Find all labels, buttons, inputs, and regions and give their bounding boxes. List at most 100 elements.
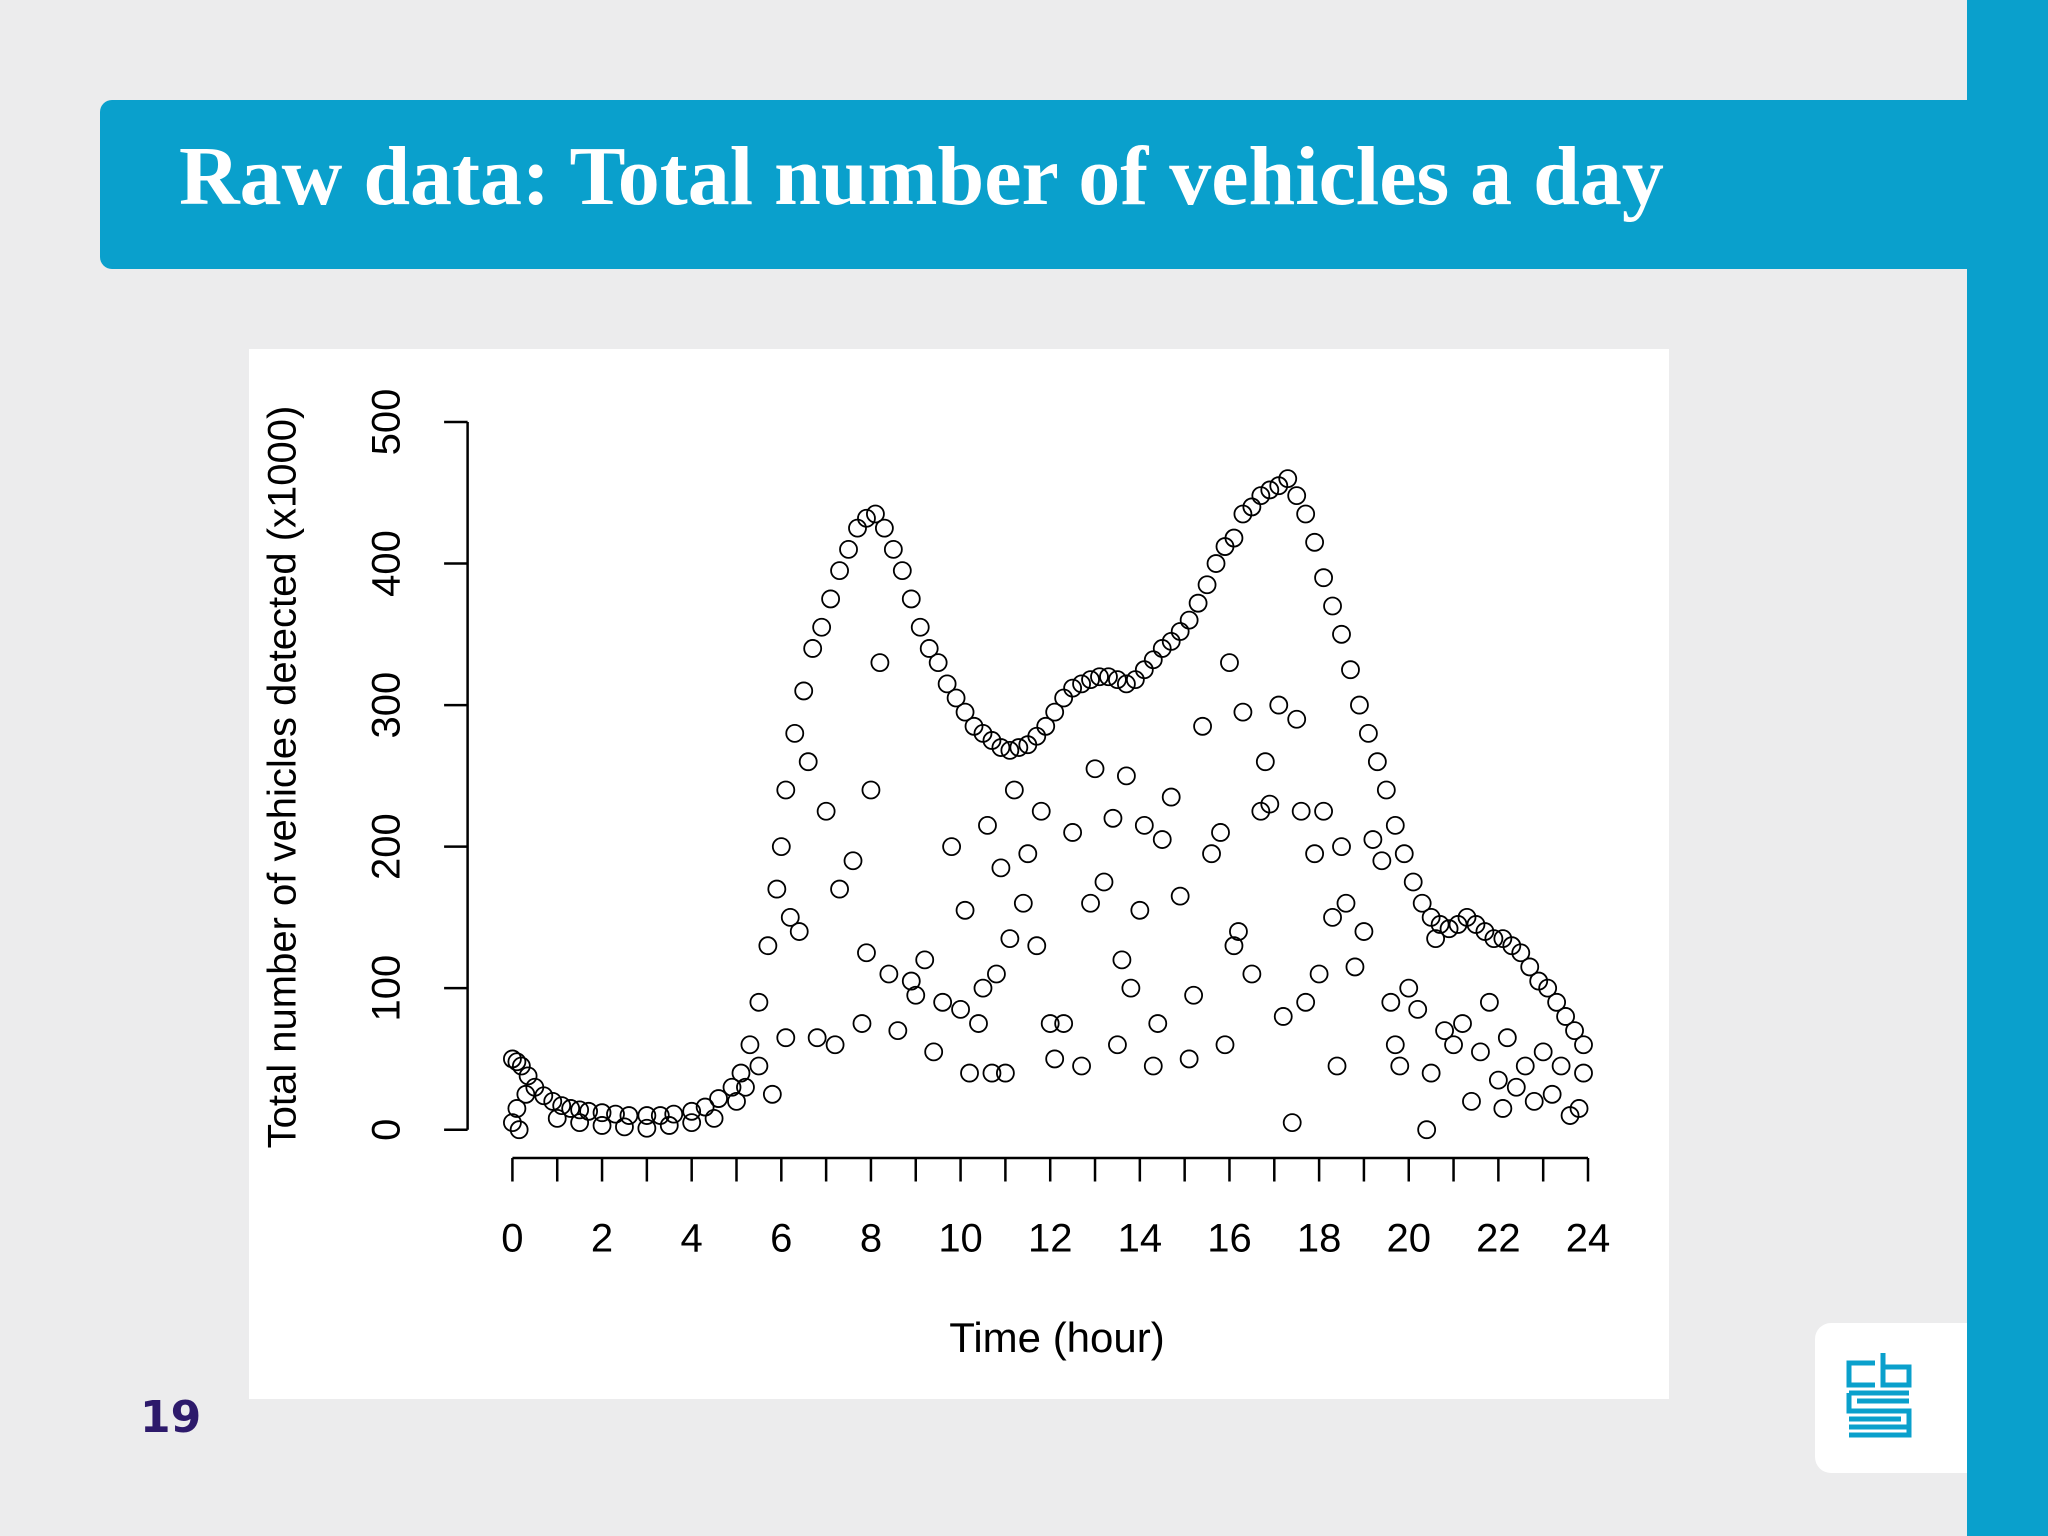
point xyxy=(982,1063,1002,1083)
point xyxy=(942,837,962,857)
point xyxy=(1112,950,1132,970)
x-tick-label: 0 xyxy=(501,1217,523,1261)
point xyxy=(507,1052,527,1072)
x-tick-label: 8 xyxy=(860,1217,882,1261)
point xyxy=(1363,830,1383,849)
point xyxy=(1484,929,1504,949)
x-tick-label: 16 xyxy=(1207,1217,1252,1261)
point xyxy=(1009,738,1029,757)
point xyxy=(1273,1007,1293,1026)
point xyxy=(892,561,912,581)
x-tick-label: 22 xyxy=(1476,1217,1521,1261)
point xyxy=(1278,469,1298,489)
point xyxy=(1345,957,1365,977)
point xyxy=(1233,702,1253,722)
point xyxy=(736,1077,755,1097)
point xyxy=(861,780,881,800)
point xyxy=(1121,978,1141,998)
point xyxy=(1336,893,1356,913)
point xyxy=(1412,893,1432,913)
point xyxy=(785,723,805,743)
point xyxy=(722,1077,742,1097)
x-tick-label: 24 xyxy=(1566,1217,1611,1261)
point xyxy=(1143,1056,1163,1076)
point xyxy=(1242,964,1262,984)
page-number: 19 xyxy=(140,1392,202,1443)
point xyxy=(1314,568,1333,588)
point xyxy=(749,1056,769,1076)
point xyxy=(803,639,823,658)
point xyxy=(866,504,885,524)
point xyxy=(1376,780,1396,800)
point xyxy=(776,780,796,800)
point xyxy=(727,1091,746,1111)
point xyxy=(1332,624,1351,644)
point xyxy=(731,1063,751,1083)
point xyxy=(1220,653,1239,673)
point xyxy=(1327,1056,1347,1076)
point xyxy=(709,1089,728,1108)
point xyxy=(1229,922,1248,941)
point xyxy=(1134,815,1154,835)
point xyxy=(888,1021,908,1041)
point xyxy=(1367,752,1387,772)
point xyxy=(825,1035,845,1055)
point xyxy=(1072,674,1091,694)
point xyxy=(1031,801,1051,821)
point xyxy=(1506,1077,1526,1097)
x-axis-label: Time (hour) xyxy=(949,1314,1164,1361)
point xyxy=(1497,1028,1517,1048)
point xyxy=(1444,1035,1463,1055)
point xyxy=(821,589,841,609)
side-bar xyxy=(1967,0,2048,1536)
logo-mark xyxy=(1846,1353,1912,1438)
y-tick-label: 300 xyxy=(365,672,409,739)
point xyxy=(1184,985,1204,1005)
point xyxy=(1515,1056,1535,1076)
point xyxy=(946,688,966,708)
point xyxy=(955,702,975,722)
point xyxy=(1081,893,1100,913)
point xyxy=(1215,1035,1235,1055)
point xyxy=(794,681,814,701)
point xyxy=(1045,1049,1065,1069)
point xyxy=(1305,532,1325,552)
point xyxy=(1040,1014,1060,1033)
y-tick-label: 500 xyxy=(365,389,409,456)
point xyxy=(534,1086,554,1106)
point xyxy=(758,936,778,956)
chart-background xyxy=(249,349,1669,1399)
point xyxy=(1130,900,1150,920)
point xyxy=(1161,787,1181,807)
point xyxy=(830,561,849,581)
point xyxy=(561,1099,581,1118)
point xyxy=(1381,992,1401,1012)
x-tick-label: 20 xyxy=(1386,1217,1431,1261)
point xyxy=(807,1028,827,1048)
point xyxy=(1385,1035,1405,1055)
point xyxy=(901,971,921,991)
point xyxy=(1224,936,1244,956)
point xyxy=(1085,759,1105,779)
y-tick-label: 0 xyxy=(365,1119,409,1141)
point xyxy=(789,922,809,941)
point xyxy=(1287,709,1307,729)
point xyxy=(960,1063,979,1083)
y-tick-label: 200 xyxy=(365,813,409,880)
point xyxy=(1417,1120,1437,1140)
point xyxy=(1439,919,1459,939)
point xyxy=(924,1042,944,1062)
point xyxy=(1551,1056,1571,1076)
point xyxy=(906,985,926,1005)
point xyxy=(509,1120,529,1140)
point xyxy=(874,518,894,538)
point xyxy=(1453,1014,1472,1033)
point xyxy=(1556,1007,1575,1026)
point xyxy=(1148,1014,1168,1033)
point xyxy=(1251,486,1271,506)
point xyxy=(1260,480,1280,500)
point xyxy=(1054,1014,1074,1033)
point xyxy=(1359,723,1378,743)
point xyxy=(812,617,832,637)
